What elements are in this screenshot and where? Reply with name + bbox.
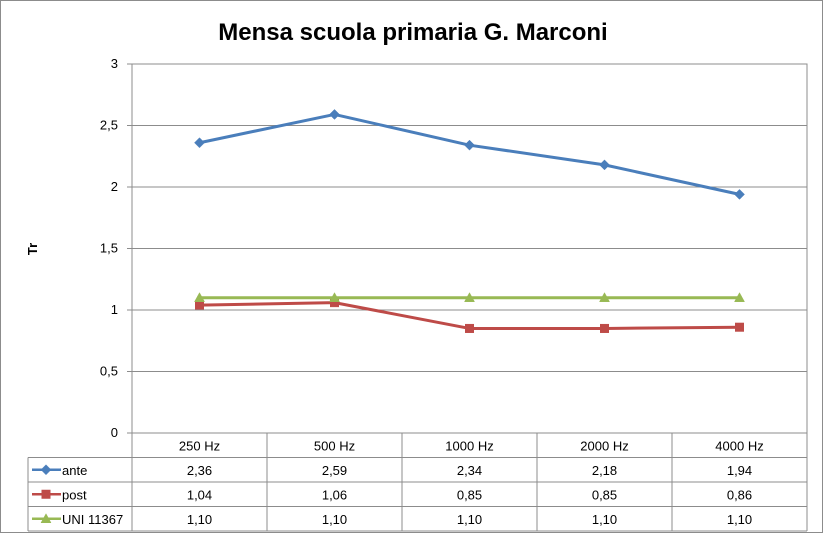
data-point xyxy=(194,292,205,302)
data-label: 1,10 xyxy=(322,512,347,527)
data-label: 1,10 xyxy=(457,512,482,527)
y-tick-label: 1,5 xyxy=(100,241,118,256)
data-point xyxy=(465,323,474,333)
y-tick-label: 3 xyxy=(111,56,118,71)
x-category-label: 4000 Hz xyxy=(715,438,763,453)
data-table: 250 Hz 500 Hz 1000 Hz 2000 Hz 4000 Hz ante 2,3… xyxy=(27,432,808,532)
data-label: 0,85 xyxy=(592,487,617,502)
data-label: 2,18 xyxy=(592,463,617,478)
data-label: 2,59 xyxy=(322,463,347,478)
y-tick-label: 1 xyxy=(111,302,118,317)
x-category-label: 250 Hz xyxy=(179,438,220,453)
data-point xyxy=(735,322,744,332)
data-label: 1,94 xyxy=(727,463,752,478)
data-point xyxy=(195,300,204,310)
data-point xyxy=(464,292,475,302)
legend-entry: UNI 11367 xyxy=(62,512,123,527)
data-point xyxy=(734,189,745,200)
series-lines xyxy=(194,109,745,333)
data-point xyxy=(734,292,745,302)
legend-key-marker xyxy=(40,464,52,476)
data-point xyxy=(600,323,609,333)
legend-entry: post xyxy=(62,487,87,502)
y-tick-label: 2 xyxy=(111,179,118,194)
data-label: 1,10 xyxy=(727,512,752,527)
legend-key-marker xyxy=(41,489,51,499)
x-category-label: 500 Hz xyxy=(314,438,355,453)
series-line-0 xyxy=(199,112,740,196)
y-axis-label: Tr xyxy=(25,243,40,255)
legend-key-marker xyxy=(40,513,52,523)
data-label: 0,86 xyxy=(727,487,752,502)
data-point xyxy=(329,292,340,302)
data-point xyxy=(599,159,610,171)
data-label: 2,34 xyxy=(457,463,482,478)
data-label: 0,85 xyxy=(457,487,482,502)
chart-title: Mensa scuola primaria G. Marconi xyxy=(218,19,607,46)
x-category-label: 1000 Hz xyxy=(445,438,493,453)
y-tick-label: 0,5 xyxy=(100,364,118,379)
y-axis: 0 0,5 1 1,5 2 2,5 3 xyxy=(100,56,132,440)
gridlines xyxy=(131,63,808,434)
data-label: 1,06 xyxy=(322,487,347,502)
data-point xyxy=(194,137,205,149)
data-point xyxy=(599,292,610,302)
data-point xyxy=(329,109,340,120)
data-point xyxy=(464,139,475,151)
x-category-label: 2000 Hz xyxy=(580,438,628,453)
y-tick-label: 0 xyxy=(111,425,118,440)
data-label: 1,04 xyxy=(187,487,212,502)
y-tick-label: 2,5 xyxy=(100,118,118,133)
data-label: 2,36 xyxy=(187,463,212,478)
data-label: 1,10 xyxy=(187,512,212,527)
legend-entry: ante xyxy=(62,463,87,478)
data-label: 1,10 xyxy=(592,512,617,527)
